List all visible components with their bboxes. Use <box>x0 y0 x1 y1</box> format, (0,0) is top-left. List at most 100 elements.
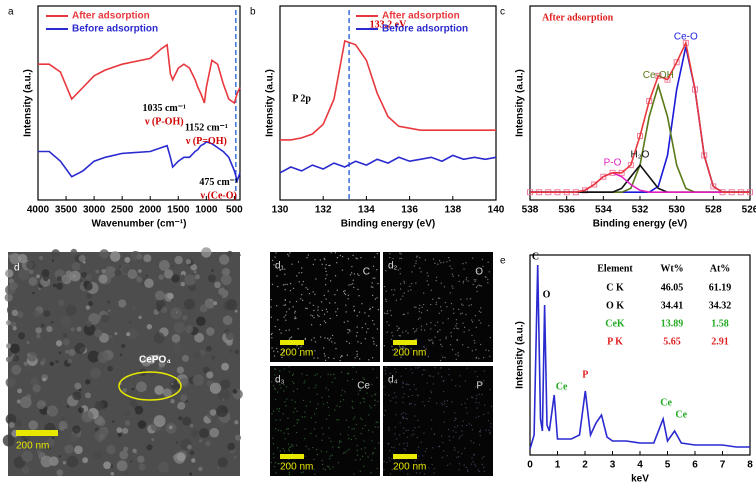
sem-texture <box>30 377 39 386</box>
map-dot <box>312 263 314 266</box>
map-dot <box>341 269 344 271</box>
map-dot <box>313 337 315 339</box>
map-dot <box>389 473 392 475</box>
map-dot <box>399 273 401 275</box>
map-dot <box>383 285 386 288</box>
map-dot <box>403 427 405 429</box>
map-dot <box>478 415 480 418</box>
map-dot <box>365 331 368 333</box>
map-dot <box>324 469 327 471</box>
map-dot <box>374 298 376 300</box>
map-dot <box>385 313 387 315</box>
map-dot <box>368 359 370 361</box>
sem-texture <box>194 332 204 343</box>
map-dot <box>391 289 393 291</box>
map-dot <box>369 307 371 310</box>
map-dot <box>467 280 469 282</box>
map-dot <box>302 471 305 473</box>
map-dot <box>416 394 419 396</box>
map-dot <box>442 322 444 324</box>
map-dot <box>305 351 307 353</box>
map-dot <box>305 287 307 289</box>
map-dot <box>332 466 334 468</box>
table-cell: 2.91 <box>711 336 729 347</box>
map-dot <box>403 393 405 395</box>
map-dot <box>325 387 327 389</box>
map-dot <box>292 411 295 413</box>
map-dot <box>389 450 391 452</box>
map-dot <box>445 336 447 338</box>
sem-texture <box>10 321 17 328</box>
map-dot <box>325 278 327 280</box>
map-dot <box>356 326 358 328</box>
map-dot <box>346 380 349 382</box>
map-dot <box>444 302 446 304</box>
map-dot <box>428 375 430 377</box>
sem-texture <box>183 298 195 310</box>
map-dot <box>419 267 421 269</box>
map-dot <box>426 382 428 384</box>
sem-texture <box>170 399 175 404</box>
map-dot <box>448 256 450 259</box>
sem-texture <box>42 377 47 382</box>
sem-texture <box>199 304 208 313</box>
sem-texture <box>85 305 91 310</box>
sem-texture <box>114 332 118 336</box>
sem-texture <box>26 352 31 357</box>
map-dot <box>427 284 430 286</box>
sem-texture <box>97 351 109 363</box>
map-dot <box>459 385 461 387</box>
map-dot <box>432 342 434 345</box>
map-dot <box>324 359 327 361</box>
map-dot <box>395 396 397 398</box>
map-dot <box>325 284 327 286</box>
map-dot <box>315 384 317 386</box>
map-dot <box>427 355 430 358</box>
map-dot <box>284 288 286 291</box>
map-dot <box>271 347 273 349</box>
map-dot <box>465 262 467 264</box>
map-dot <box>361 303 363 305</box>
series-line <box>529 264 750 450</box>
map-scale-bar <box>280 340 304 345</box>
sem-texture <box>96 376 102 383</box>
sem-texture <box>5 413 17 425</box>
sem-texture <box>85 274 92 281</box>
sem-texture <box>175 441 179 444</box>
map-scale-bar <box>393 340 417 345</box>
legend-label: After adsorption <box>382 11 460 22</box>
sem-texture <box>58 338 61 341</box>
map-dot <box>475 349 477 351</box>
sem-texture <box>193 351 202 359</box>
map-dot <box>285 386 288 388</box>
map-dot <box>342 399 345 401</box>
map-dot <box>350 438 353 441</box>
map-dot <box>451 401 453 403</box>
map-dot <box>475 357 477 359</box>
map-dot <box>289 301 291 303</box>
map-dot <box>487 261 489 263</box>
sem-image <box>8 252 240 476</box>
map-dot <box>415 330 417 332</box>
map-dot <box>328 395 330 398</box>
map-dot <box>373 323 375 325</box>
map-dot <box>437 372 439 374</box>
map-dot <box>354 416 356 418</box>
map-dot <box>478 319 480 321</box>
map-dot <box>298 419 300 421</box>
map-dot <box>423 346 425 348</box>
map-dot <box>360 257 362 259</box>
map-dot <box>446 306 448 308</box>
map-dot <box>475 417 477 419</box>
map-dot <box>282 284 285 286</box>
map-dot <box>448 435 450 438</box>
map-dot <box>301 373 303 375</box>
map-dot <box>462 344 464 346</box>
map-dot <box>288 255 290 257</box>
sem-texture <box>81 271 88 278</box>
map-dot <box>473 339 475 342</box>
map-dot <box>472 396 474 399</box>
map-dot <box>315 448 318 451</box>
map-dot <box>393 447 395 449</box>
x-tick-label: 132 <box>315 205 332 216</box>
